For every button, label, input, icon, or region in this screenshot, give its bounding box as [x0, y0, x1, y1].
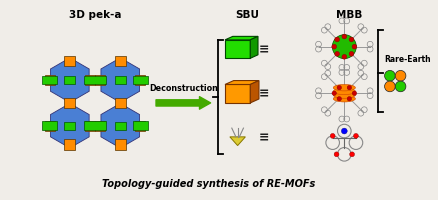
- Circle shape: [342, 54, 347, 59]
- Circle shape: [353, 133, 358, 138]
- Polygon shape: [50, 58, 89, 102]
- Bar: [42, 121, 57, 130]
- Bar: [64, 122, 75, 130]
- Ellipse shape: [333, 96, 355, 102]
- Polygon shape: [115, 98, 126, 108]
- Circle shape: [352, 91, 357, 95]
- Circle shape: [349, 51, 354, 56]
- Ellipse shape: [333, 84, 355, 91]
- Circle shape: [341, 128, 347, 134]
- Text: ≡: ≡: [258, 88, 269, 101]
- Circle shape: [335, 37, 339, 42]
- Circle shape: [337, 97, 342, 101]
- Polygon shape: [95, 75, 105, 85]
- Polygon shape: [135, 75, 145, 85]
- Circle shape: [332, 91, 336, 95]
- Polygon shape: [64, 56, 75, 66]
- Bar: [133, 76, 148, 84]
- Bar: [85, 121, 106, 130]
- Text: 3D pek-a: 3D pek-a: [69, 10, 121, 20]
- Bar: [115, 122, 126, 130]
- Bar: [225, 40, 250, 58]
- Polygon shape: [101, 58, 140, 102]
- Circle shape: [385, 81, 395, 92]
- Ellipse shape: [333, 88, 355, 95]
- Text: SBU: SBU: [235, 10, 259, 20]
- Polygon shape: [250, 36, 258, 58]
- Polygon shape: [115, 139, 126, 150]
- Bar: [64, 76, 75, 84]
- Bar: [85, 76, 106, 84]
- FancyArrowPatch shape: [156, 97, 211, 109]
- Polygon shape: [225, 81, 259, 84]
- Polygon shape: [45, 121, 55, 131]
- Polygon shape: [230, 137, 245, 146]
- Circle shape: [352, 44, 357, 49]
- Polygon shape: [50, 103, 89, 148]
- Circle shape: [395, 70, 406, 81]
- Polygon shape: [225, 36, 258, 40]
- Circle shape: [342, 34, 347, 39]
- Text: MBB: MBB: [336, 10, 362, 20]
- Bar: [115, 76, 126, 84]
- Bar: [42, 76, 57, 84]
- Circle shape: [337, 85, 342, 90]
- Polygon shape: [85, 75, 95, 85]
- Polygon shape: [45, 75, 55, 85]
- Ellipse shape: [333, 92, 355, 98]
- Circle shape: [347, 97, 352, 101]
- Circle shape: [385, 70, 395, 81]
- Bar: [225, 84, 250, 103]
- Polygon shape: [64, 98, 75, 108]
- Bar: [133, 121, 148, 130]
- Circle shape: [349, 37, 354, 42]
- Circle shape: [332, 44, 336, 49]
- Polygon shape: [85, 121, 95, 131]
- Circle shape: [330, 133, 335, 138]
- Text: ≡: ≡: [258, 43, 269, 56]
- Text: Rare-Earth: Rare-Earth: [384, 55, 431, 64]
- Text: Topology-guided synthesis of RE-MOFs: Topology-guided synthesis of RE-MOFs: [102, 179, 315, 189]
- Polygon shape: [64, 139, 75, 150]
- Polygon shape: [250, 81, 259, 103]
- Circle shape: [395, 81, 406, 92]
- Polygon shape: [101, 103, 140, 148]
- Text: Deconstruction: Deconstruction: [149, 84, 218, 93]
- Polygon shape: [95, 121, 105, 131]
- Circle shape: [334, 152, 339, 157]
- Circle shape: [335, 51, 339, 56]
- Circle shape: [350, 152, 354, 157]
- Text: ≡: ≡: [258, 131, 269, 144]
- Polygon shape: [115, 56, 126, 66]
- Polygon shape: [135, 121, 145, 131]
- Circle shape: [332, 35, 356, 59]
- Circle shape: [347, 85, 352, 90]
